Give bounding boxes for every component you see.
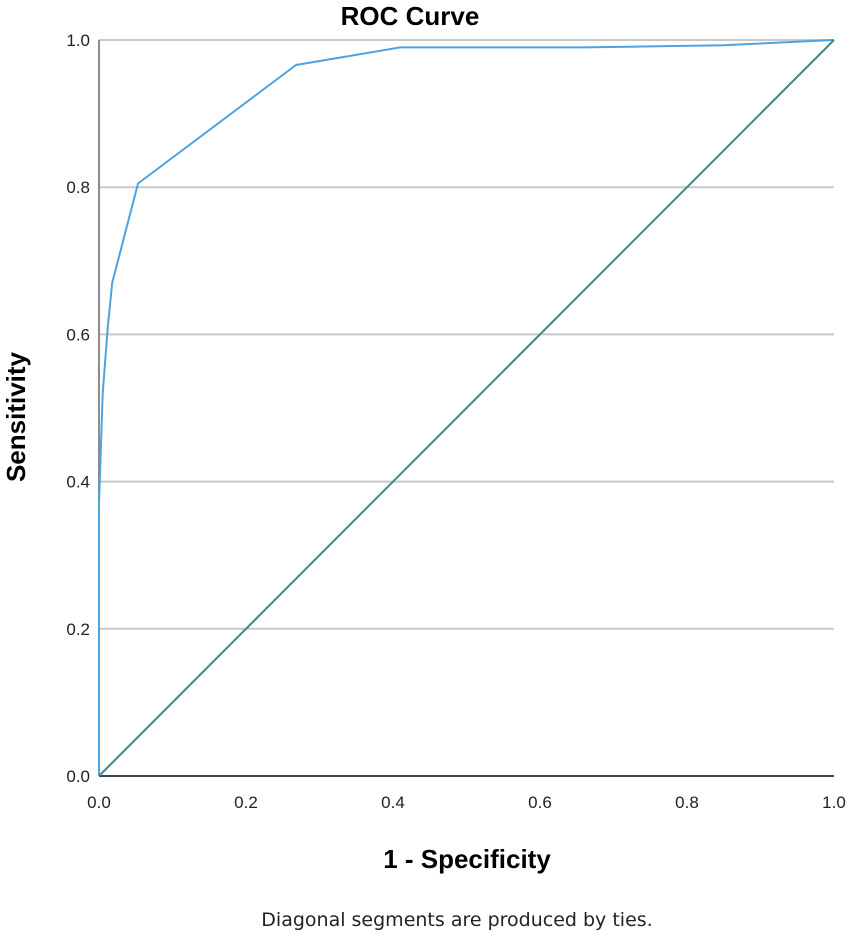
y-tick-label-3: 0.6 xyxy=(66,325,90,344)
y-tick-labels: 0.0 0.2 0.4 0.6 0.8 1.0 xyxy=(66,31,90,786)
x-tick-labels: 0.0 0.2 0.4 0.6 0.8 1.0 xyxy=(87,793,846,812)
series-line-1 xyxy=(98,39,835,777)
y-tick-label-2: 0.4 xyxy=(66,473,90,492)
chart-title: ROC Curve xyxy=(341,1,480,31)
x-tick-label-2: 0.4 xyxy=(381,793,405,812)
y-tick-label-0: 0.0 xyxy=(66,767,90,786)
series-lines xyxy=(98,39,835,777)
x-tick-label-0: 0.0 xyxy=(87,793,111,812)
y-tick-label-4: 0.8 xyxy=(66,178,90,197)
x-axis-label: 1 - Specificity xyxy=(383,844,551,874)
x-tick-label-3: 0.6 xyxy=(528,793,552,812)
x-tick-label-1: 0.2 xyxy=(234,793,258,812)
y-tick-label-1: 0.2 xyxy=(66,620,90,639)
y-axis-label: Sensitivity xyxy=(1,351,31,482)
chart-footnote: Diagonal segments are produced by ties. xyxy=(261,909,652,931)
series-line-0 xyxy=(98,39,835,776)
grid-lines xyxy=(99,39,834,630)
x-tick-label-4: 0.8 xyxy=(675,793,699,812)
y-tick-label-5: 1.0 xyxy=(66,31,90,50)
x-tick-label-5: 1.0 xyxy=(822,793,846,812)
